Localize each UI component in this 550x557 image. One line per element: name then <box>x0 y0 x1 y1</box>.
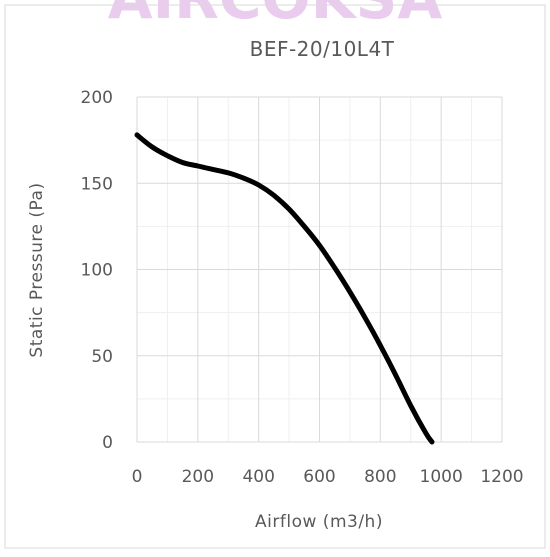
x-tick-label: 400 <box>242 467 274 487</box>
chart-title: BEF-20/10L4T <box>250 37 395 61</box>
y-tick-label: 0 <box>102 433 113 453</box>
x-tick-label: 600 <box>303 467 335 487</box>
x-tick-label: 800 <box>364 467 396 487</box>
fan-curve-line <box>137 135 432 442</box>
x-tick-label: 1200 <box>480 467 523 487</box>
tick-labels: 0 200 400 600 800 1000 1200 0 50 100 150 200 <box>81 88 524 487</box>
y-tick-label: 150 <box>81 174 113 194</box>
x-axis-title: Airflow (m3/h) <box>255 512 383 532</box>
y-axis-title: Static Pressure (Pa) <box>27 182 47 357</box>
y-tick-label: 50 <box>91 347 113 367</box>
x-tick-label: 0 <box>132 467 143 487</box>
y-tick-label: 100 <box>81 261 113 281</box>
series-layer <box>137 135 432 442</box>
grid <box>137 97 502 442</box>
x-tick-label: 1000 <box>420 467 463 487</box>
y-tick-label: 200 <box>81 88 113 108</box>
x-tick-label: 200 <box>182 467 214 487</box>
